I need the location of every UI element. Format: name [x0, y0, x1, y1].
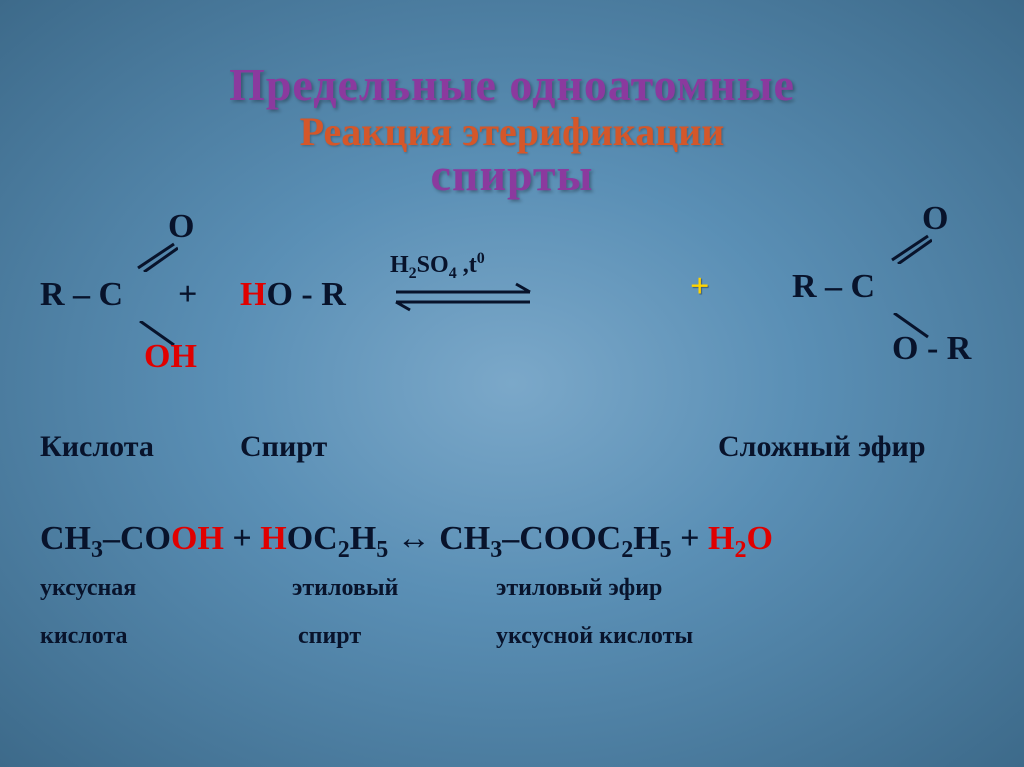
eq-water: H2O: [708, 520, 773, 557]
or-group: O - R: [892, 330, 971, 368]
eq-h: H: [260, 520, 286, 557]
single-bond-right: [888, 313, 932, 315]
cond-zero: 0: [477, 250, 485, 267]
eq-ch: CH: [40, 520, 91, 557]
eq-3: 3: [91, 537, 103, 563]
bl-ethyl-ester: этиловый эфир: [496, 575, 662, 602]
ester-chain: R – C: [792, 268, 875, 306]
alcohol-group: НО - R: [240, 276, 346, 314]
bl-ethyl: этиловый: [292, 575, 398, 602]
eq-h2: H: [350, 520, 376, 557]
single-bond: [134, 321, 178, 323]
title-line1: Предельные одноатомные: [0, 58, 1024, 111]
label-acid: Кислота: [40, 430, 154, 464]
double-bond-right: [888, 230, 932, 264]
eq-2b: 2: [621, 537, 633, 563]
cond-sep: ,t: [457, 252, 477, 278]
eq-plus1: +: [224, 520, 260, 557]
cond-h: H: [390, 252, 409, 278]
eq-3b: 3: [490, 537, 502, 563]
eq-plus2: +: [672, 520, 708, 557]
alcohol-rest: О - R: [266, 276, 345, 313]
eq-oh: OH: [171, 520, 224, 557]
double-bond: [134, 238, 178, 272]
bl-acetic: уксусная: [40, 575, 136, 602]
plus-sign: +: [178, 276, 197, 314]
bl-acid: кислота: [40, 623, 128, 650]
cond-2: 2: [409, 265, 417, 282]
eq-arr-ch: ↔ CH: [388, 520, 490, 557]
eq-5b: 5: [660, 537, 672, 563]
title-line2: спирты: [0, 148, 1024, 201]
cond-so: SO: [417, 252, 449, 278]
oh-group: ОН: [144, 338, 197, 376]
eq-5: 5: [376, 537, 388, 563]
eq-cooc: –COOC: [502, 520, 621, 557]
eq-2a: 2: [338, 537, 350, 563]
cond-4: 4: [449, 265, 457, 282]
label-alcohol: Спирт: [240, 430, 327, 464]
alcohol-h: Н: [240, 276, 266, 313]
bl-acetic-acid: уксусной кислоты: [496, 623, 693, 650]
label-ester: Сложный эфир: [718, 430, 926, 464]
acid-chain: R – C: [40, 276, 123, 314]
equilibrium-arrows: [388, 282, 538, 312]
plus-sign-right: +: [690, 268, 709, 306]
eq-h3: H: [633, 520, 659, 557]
reaction-conditions: H2SO4 ,t0: [390, 250, 485, 283]
eq-oc: OC: [287, 520, 338, 557]
bl-alcohol: спирт: [298, 623, 361, 650]
equation-row: CH3–COOH + HOC2H5 ↔ CH3–COOC2H5 + H2O: [40, 520, 773, 564]
eq-co: –CO: [103, 520, 171, 557]
